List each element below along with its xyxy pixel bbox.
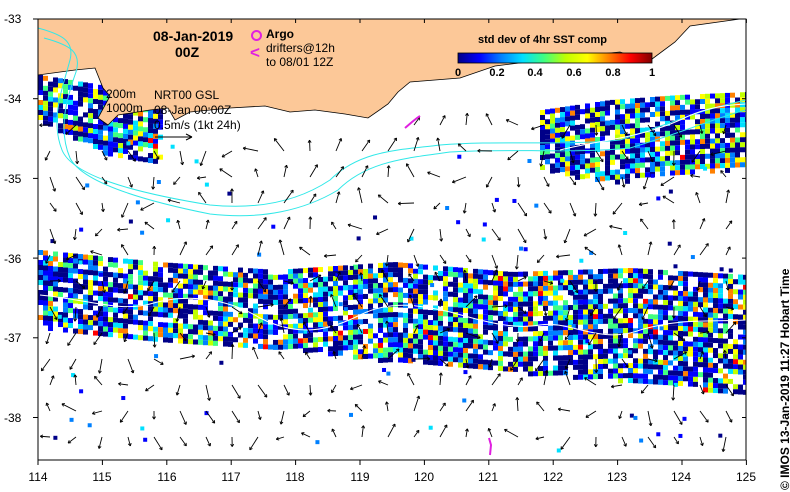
x-tick-label: 120	[413, 470, 435, 484]
colorbar-tick: 0.6	[566, 67, 582, 79]
contour-1000m	[43, 37, 746, 217]
colorbar-tick: 0	[454, 67, 462, 79]
colorbar-tick: 0.4	[527, 67, 543, 79]
vector-time-label: 08-Jan 00:00Z	[154, 103, 232, 117]
map-frame	[37, 18, 747, 461]
colorbar-title: std dev of 4hr SST comp	[478, 34, 607, 46]
current-track-south	[39, 294, 746, 336]
x-tick-label: 125	[735, 470, 757, 484]
x-tick-label: 114	[28, 470, 48, 484]
x-tick-label: 119	[350, 470, 370, 484]
x-tick-label: 121	[477, 470, 499, 484]
map-time: 00Z	[175, 44, 200, 60]
y-tick-label: -36	[4, 252, 22, 266]
drifter-tracks	[404, 115, 493, 456]
x-tick-label: 115	[92, 470, 112, 484]
contour-label-200m: 200m	[106, 87, 137, 101]
x-tick-label: 122	[542, 470, 564, 484]
vector-scale-label: 0.5m/s (1kt 24h)	[154, 118, 241, 132]
colorbar-tick: 0.8	[605, 67, 621, 79]
y-tick-label: -34	[4, 92, 22, 106]
contour-200m	[38, 27, 746, 207]
vector-source-label: NRT00 GSL	[154, 88, 220, 102]
drifter-arrow-icon: <	[250, 43, 260, 62]
y-tick-label: -33	[4, 12, 22, 26]
vector-scale-arrow	[155, 133, 193, 141]
x-tick-label: 117	[221, 470, 241, 484]
colorbar-tick: 1	[648, 67, 656, 79]
drifter-label-line1: drifters@12h	[266, 41, 335, 55]
contour-label-1000m: 1000m	[106, 101, 143, 115]
argo-label: Argo	[266, 27, 294, 41]
x-tick-label: 116	[157, 470, 177, 484]
credit-text: © IMOS 13-Jan-2019 11:27 Hobart Time	[778, 268, 790, 490]
drifter-label-line2: to 08/01 12Z	[266, 55, 334, 69]
colorbar-tick: 0.2	[489, 67, 505, 79]
map-date: 08-Jan-2019	[153, 28, 234, 44]
x-tick-label: 123	[606, 470, 628, 484]
y-tick-label: -35	[4, 172, 22, 186]
argo-float-icon	[251, 30, 262, 41]
current-track-north	[559, 103, 746, 151]
x-tick-label: 124	[670, 470, 692, 484]
current-vector-field	[39, 112, 737, 452]
x-tick-label: 118	[285, 470, 305, 484]
y-tick-label: -38	[4, 411, 22, 425]
colorbar	[457, 52, 653, 64]
y-tick-label: -37	[4, 331, 22, 345]
australia-landmass	[38, 19, 741, 126]
